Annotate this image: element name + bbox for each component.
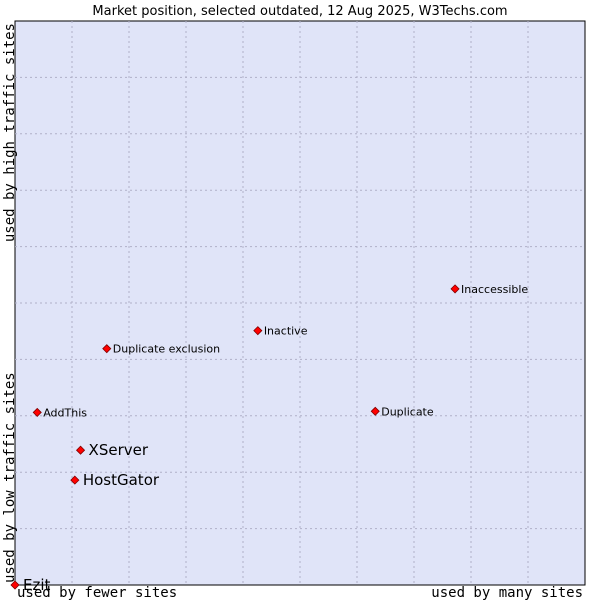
data-points: Ezit HostGator XServer AddThis Duplicate Dupl… (10, 283, 528, 594)
point-marker-addthis (32, 407, 42, 417)
chart-title: Market position, selected outdated, 12 A… (92, 4, 507, 19)
point-marker-inactive (253, 326, 263, 336)
point-label-xserver: XServer (89, 441, 149, 459)
point-label-inaccessible: Inaccessible (461, 283, 528, 296)
y-axis-label-top: used by high traffic sites (2, 23, 18, 242)
point-marker-ezit (10, 580, 20, 590)
point-marker-duplicate-exclusion (102, 344, 112, 354)
point-label-inactive: Inactive (264, 325, 308, 338)
gridlines (15, 21, 585, 585)
point-label-duplicate-exclusion: Duplicate exclusion (113, 343, 220, 356)
point-marker-duplicate (370, 406, 380, 416)
y-axis-label-bottom: used by low traffic sites (2, 372, 18, 583)
x-axis-label-left: used by fewer sites (17, 585, 177, 600)
point-marker-hostgator (70, 475, 80, 485)
x-axis-label-right: used by many sites (431, 585, 583, 600)
point-label-duplicate: Duplicate (381, 405, 434, 418)
point-marker-xserver (75, 445, 86, 455)
point-label-ezit: Ezit (23, 576, 51, 594)
point-label-addthis: AddThis (43, 406, 87, 419)
point-label-hostgator: HostGator (83, 471, 160, 489)
point-marker-inaccessible (450, 284, 460, 294)
